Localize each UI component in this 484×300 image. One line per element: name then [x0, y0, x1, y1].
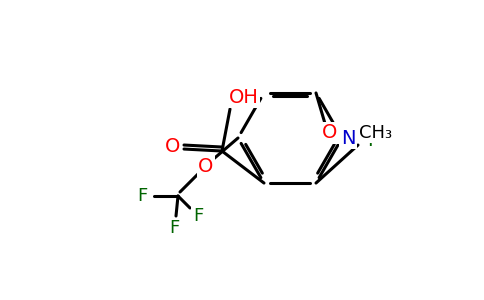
Text: F: F	[367, 130, 378, 149]
Text: N: N	[341, 128, 355, 148]
Text: OH: OH	[229, 88, 259, 106]
Text: F: F	[193, 207, 203, 225]
Text: F: F	[137, 187, 147, 205]
Text: O: O	[198, 157, 214, 175]
Text: CH₃: CH₃	[360, 124, 393, 142]
Text: F: F	[169, 219, 179, 237]
Text: O: O	[322, 124, 338, 142]
Text: O: O	[166, 136, 181, 155]
